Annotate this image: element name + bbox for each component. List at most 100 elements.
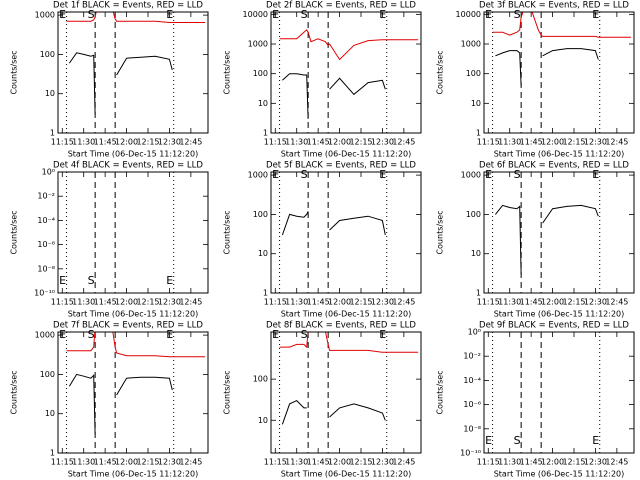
y-tick-label: 10⁻⁸ xyxy=(37,264,55,273)
series-line xyxy=(279,332,419,353)
series-line xyxy=(495,204,599,275)
marker-label: E xyxy=(592,434,599,447)
x-tick-label: 11:15 xyxy=(477,138,500,147)
marker-label: E xyxy=(379,8,386,21)
series-line xyxy=(66,12,206,23)
y-tick-label: 1000 xyxy=(461,171,481,180)
plot-frame xyxy=(270,11,422,134)
x-tick-label: 11:30 xyxy=(72,138,95,147)
x-tick-label: 11:15 xyxy=(477,458,500,467)
x-tick-label: 12:45 xyxy=(392,298,415,307)
x-tick-label: 11:45 xyxy=(307,298,330,307)
y-tick-label: 100 xyxy=(253,210,268,219)
plot-frame xyxy=(270,331,422,454)
y-axis-label: Counts/sec xyxy=(10,50,19,94)
marker-label: S xyxy=(88,8,95,21)
y-tick-label: 1000 xyxy=(461,40,481,49)
x-tick-label: 11:30 xyxy=(498,298,521,307)
x-tick-label: 11:15 xyxy=(51,458,74,467)
marker-label: E xyxy=(272,8,279,21)
x-tick-label: 11:45 xyxy=(307,458,330,467)
y-axis-label: Counts/sec xyxy=(436,210,445,254)
y-tick-label: 10⁻² xyxy=(463,352,481,361)
y-tick-label: 1 xyxy=(476,289,481,298)
y-tick-label: 10⁻⁶ xyxy=(37,240,55,249)
x-tick-label: 11:30 xyxy=(498,138,521,147)
y-tick-label: 10⁻⁴ xyxy=(37,216,55,225)
y-tick-label: 10 xyxy=(45,89,55,98)
plot-frame xyxy=(483,331,635,454)
series-line xyxy=(68,373,173,435)
x-tick-label: 11:45 xyxy=(520,458,543,467)
x-tick-label: 11:45 xyxy=(94,298,117,307)
plot-frame xyxy=(57,11,209,134)
panel-title: Det 6f BLACK = Events, RED = LLD xyxy=(479,161,629,171)
series-line xyxy=(68,52,173,115)
panel-title: Det 8f BLACK = Events, RED = LLD xyxy=(266,321,416,331)
marker-label: E xyxy=(166,274,173,287)
x-tick-label: 12:45 xyxy=(605,458,628,467)
series-line xyxy=(279,29,419,61)
x-tick-label: 12:30 xyxy=(371,298,394,307)
panel: Det 3f BLACK = Events, RED = LLD Counts/s… xyxy=(436,1,635,159)
x-tick-label: 12:30 xyxy=(158,458,181,467)
x-tick-label: 11:45 xyxy=(307,138,330,147)
y-tick-label: 10⁻⁴ xyxy=(463,376,481,385)
y-tick-label: 100 xyxy=(466,69,481,78)
y-tick-label: 10⁰ xyxy=(42,168,55,177)
x-tick-label: 11:15 xyxy=(477,298,500,307)
marker-label: S xyxy=(514,168,521,181)
x-tick-label: 11:45 xyxy=(520,138,543,147)
x-tick-label: 12:45 xyxy=(605,298,628,307)
x-tick-label: 11:30 xyxy=(72,298,95,307)
y-tick-label: 1 xyxy=(263,129,268,138)
y-axis-label: Counts/sec xyxy=(223,210,232,254)
series-line xyxy=(281,211,386,236)
x-tick-label: 12:00 xyxy=(115,298,138,307)
x-axis-label: Start Time (06-Dec-15 11:12:20) xyxy=(281,470,412,479)
y-tick-label: 100 xyxy=(466,210,481,219)
x-tick-label: 12:15 xyxy=(562,458,585,467)
panel: Det 1f BLACK = Events, RED = LLD Counts/s… xyxy=(10,1,209,159)
y-tick-label: 10000 xyxy=(456,10,481,19)
y-tick-label: 10 xyxy=(258,416,268,425)
panel-title: Det 9f BLACK = Events, RED = LLD xyxy=(479,321,629,331)
marker-label: E xyxy=(166,8,173,21)
panel: Det 8f BLACK = Events, RED = LLD Counts/s… xyxy=(223,321,422,479)
marker-label: E xyxy=(59,274,66,287)
y-tick-label: 10 xyxy=(471,99,481,108)
x-tick-label: 12:45 xyxy=(392,458,415,467)
panel: Det 9f BLACK = Events, RED = LLD Counts/s… xyxy=(436,321,635,479)
x-tick-label: 12:00 xyxy=(541,458,564,467)
marker-label: E xyxy=(59,8,66,21)
panel-title: Det 4f BLACK = Events, RED = LLD xyxy=(53,161,203,171)
y-tick-label: 1000 xyxy=(248,40,268,49)
y-tick-label: 1000 xyxy=(35,11,55,20)
x-tick-label: 12:00 xyxy=(328,138,351,147)
marker-label: S xyxy=(88,274,95,287)
plot-frame xyxy=(483,11,635,134)
y-axis-label: Counts/sec xyxy=(223,370,232,414)
x-tick-label: 11:30 xyxy=(285,138,308,147)
panel: Det 4f BLACK = Events, RED = LLD Counts/s… xyxy=(10,161,209,319)
x-axis-label: Start Time (06-Dec-15 11:12:20) xyxy=(494,310,625,319)
y-tick-label: 10⁻⁶ xyxy=(463,400,481,409)
y-tick-label: 1 xyxy=(476,129,481,138)
x-tick-label: 12:45 xyxy=(392,138,415,147)
y-tick-label: 1000 xyxy=(248,171,268,180)
x-axis-label: Start Time (06-Dec-15 11:12:20) xyxy=(494,150,625,159)
marker-label: E xyxy=(485,8,492,21)
x-tick-label: 11:45 xyxy=(520,298,543,307)
y-axis-label: Counts/sec xyxy=(436,50,445,94)
y-axis-label: Counts/sec xyxy=(10,210,19,254)
x-tick-label: 12:30 xyxy=(371,138,394,147)
plot-frame xyxy=(57,331,209,454)
x-tick-label: 12:30 xyxy=(158,298,181,307)
marker-label: E xyxy=(485,168,492,181)
x-tick-label: 12:30 xyxy=(371,458,394,467)
y-tick-label: 10 xyxy=(258,99,268,108)
panel-title: Det 2f BLACK = Events, RED = LLD xyxy=(266,1,416,11)
series-line xyxy=(495,48,599,86)
panel: Det 2f BLACK = Events, RED = LLD Counts/s… xyxy=(223,1,422,159)
